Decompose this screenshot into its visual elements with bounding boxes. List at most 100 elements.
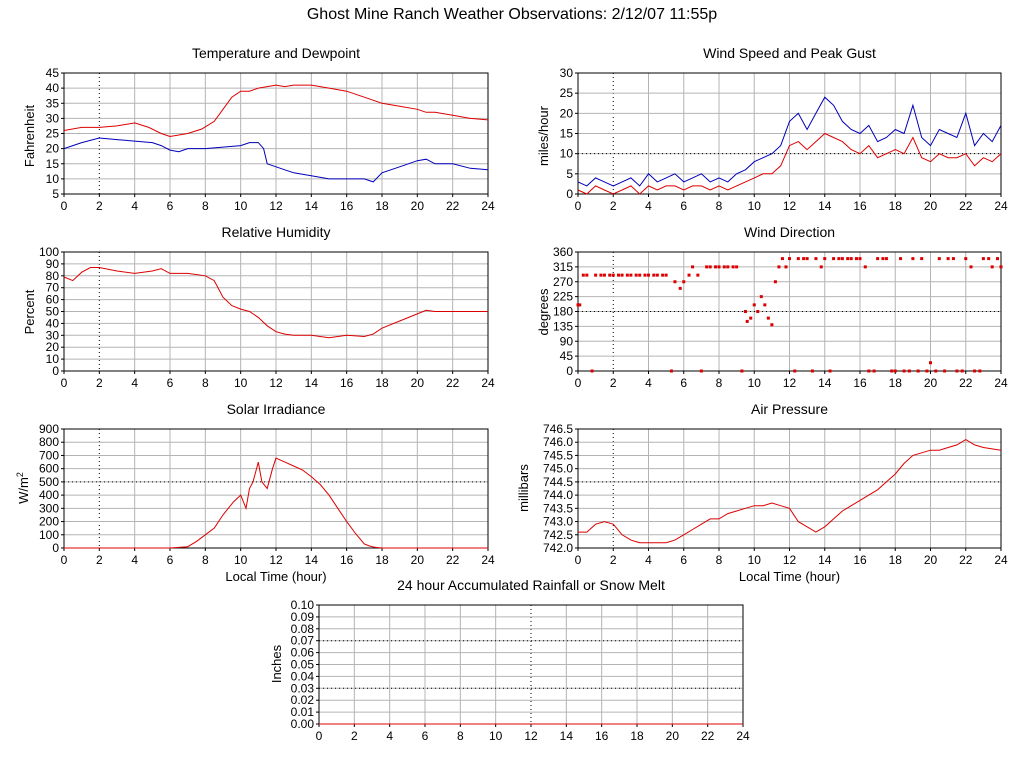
x-tick-label: 24 [994,199,1008,213]
data-point [995,257,999,261]
x-tick-label: 0 [575,376,582,390]
page-title: Ghost Mine Ranch Weather Observations: 2… [306,6,718,23]
y-tick-label: 0 [52,541,59,555]
y-tick-label: 0 [566,187,573,201]
y-tick-label: 90 [46,257,60,271]
x-tick-label: 4 [386,729,393,743]
x-tick-label: 0 [316,729,323,743]
data-point [916,369,920,373]
x-axis-label: Local Time (hour) [739,569,840,584]
y-axis-label-sup: 2 [15,472,25,477]
data-point [978,369,982,373]
y-tick-label: 0.07 [291,634,315,648]
y-axis-label: Inches [269,644,284,683]
x-tick-label: 16 [853,553,867,567]
y-tick-label: 10 [46,352,60,366]
y-tick-label: 0.04 [291,669,315,683]
x-tick-label: 16 [340,376,354,390]
x-tick-label: 14 [560,729,574,743]
data-point [602,273,606,277]
series-line [63,84,489,138]
data-point [907,369,911,373]
y-tick-label: 225 [553,290,573,304]
data-point [946,257,950,261]
y-axis-label: Fahrenheit [22,105,37,168]
x-tick-label: 20 [411,199,425,213]
y-tick-label: 15 [560,127,574,141]
data-point [740,369,744,373]
data-point [805,257,809,261]
x-tick-label: 2 [610,376,617,390]
y-tick-label: 0.10 [291,598,315,612]
data-point [756,310,760,313]
x-tick-label: 12 [269,199,283,213]
y-tick-label: 180 [553,305,573,319]
chart-title: 24 hour Accumulated Rainfall or Snow Mel… [397,577,665,593]
y-tick-label: 746.0 [543,435,573,449]
y-tick-label: 30 [46,111,60,125]
data-point [810,369,814,373]
x-tick-label: 20 [411,376,425,390]
chart-title: Wind Speed and Peak Gust [703,45,876,61]
y-tick-label: 600 [39,462,59,476]
x-tick-label: 20 [924,376,938,390]
data-point [793,369,797,373]
data-point [854,257,858,261]
y-tick-label: 30 [560,66,574,80]
x-tick-label: 14 [305,376,319,390]
data-point [777,265,781,269]
data-point [876,257,880,261]
data-point [735,265,739,269]
y-tick-label: 30 [46,328,60,342]
data-point [669,369,673,373]
x-tick-label: 22 [446,199,460,213]
chart-title: Wind Direction [744,224,835,240]
data-point [608,273,612,277]
y-axis-label: millibars [516,464,531,512]
y-tick-label: 45 [560,349,574,363]
data-point [788,257,791,261]
data-point [943,369,947,373]
y-tick-label: 60 [46,293,60,307]
series-line [577,132,1002,195]
data-point [802,257,806,261]
x-tick-label: 16 [853,199,867,213]
data-point [832,257,836,261]
x-tick-label: 14 [818,376,832,390]
y-tick-label: 742.5 [543,528,573,542]
data-point [881,257,885,261]
x-tick-label: 24 [994,553,1008,567]
data-point [973,369,977,373]
x-tick-label: 2 [96,553,103,567]
x-tick-label: 16 [595,729,609,743]
x-tick-label: 6 [680,376,687,390]
x-tick-label: 10 [748,376,762,390]
x-tick-label: 22 [701,729,715,743]
x-tick-label: 4 [131,553,138,567]
x-tick-label: 16 [340,199,354,213]
y-tick-label: 746.5 [543,422,573,436]
y-tick-label: 45 [46,66,60,80]
data-point [655,273,659,277]
chart-title: Temperature and Dewpoint [192,45,360,61]
y-tick-label: 50 [46,305,60,319]
x-tick-label: 8 [202,553,209,567]
y-tick-label: 135 [553,319,573,333]
x-tick-label: 18 [630,729,644,743]
x-tick-label: 0 [61,376,68,390]
y-tick-label: 500 [39,475,59,489]
y-tick-label: 80 [46,269,60,283]
y-axis-label: W/m2 [15,472,31,504]
y-tick-label: 270 [553,275,573,289]
x-tick-label: 22 [446,376,460,390]
y-tick-label: 0.01 [291,705,315,719]
y-tick-label: 900 [39,422,59,436]
data-point [673,280,677,284]
data-point [599,273,603,277]
x-tick-label: 0 [575,553,582,567]
x-tick-label: 4 [645,553,652,567]
x-tick-label: 6 [167,553,174,567]
data-point [902,369,906,373]
